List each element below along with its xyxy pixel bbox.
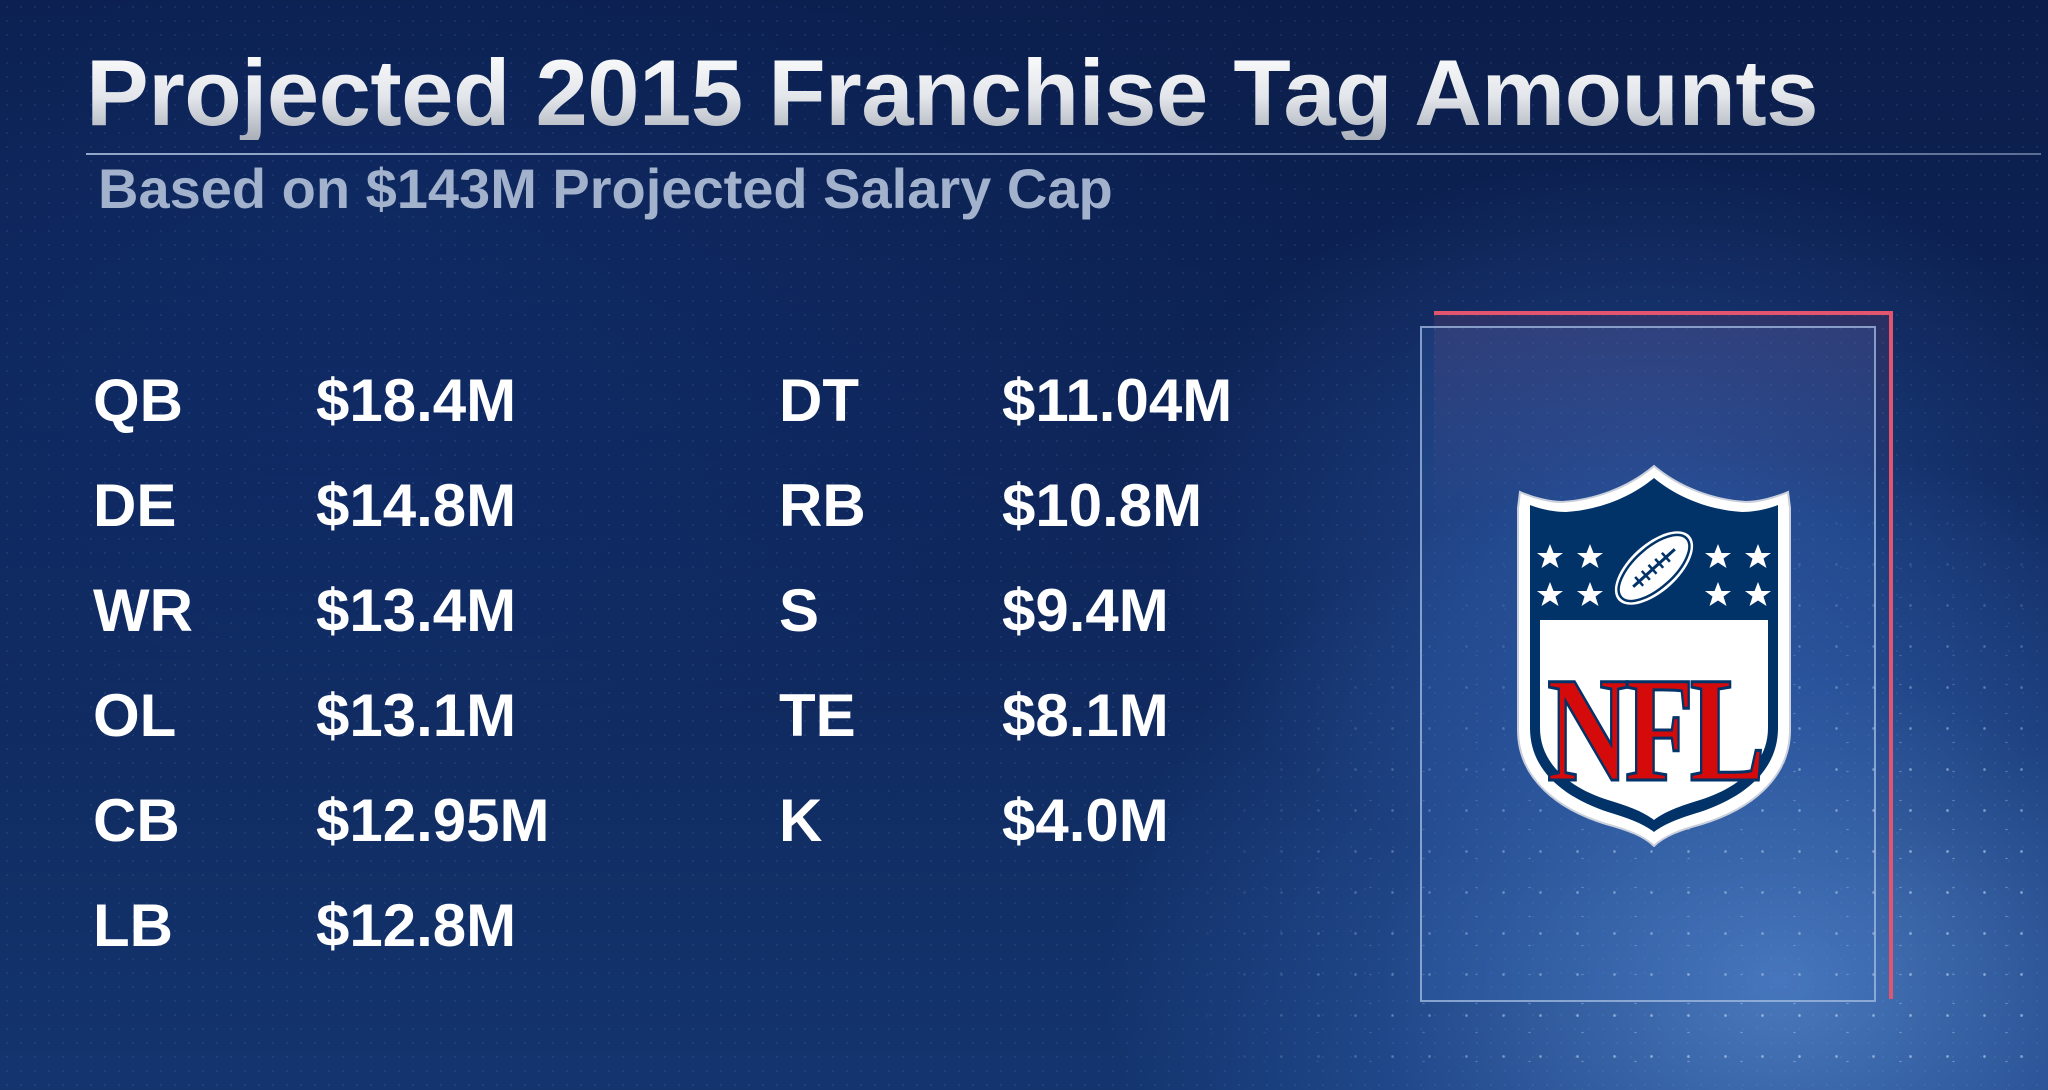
- tag-amount: $14.8M: [316, 472, 517, 539]
- tag-amount: $12.8M: [316, 892, 517, 959]
- position-label: K: [779, 787, 823, 854]
- svg-text:NFL: NFL: [1547, 647, 1761, 813]
- position-label: DT: [779, 367, 859, 434]
- tag-amount: $13.1M: [316, 682, 517, 749]
- tag-amount: $12.95M: [316, 787, 550, 854]
- title-divider: [86, 153, 2041, 155]
- nfl-shield-logo-icon: NFL: [1517, 464, 1791, 847]
- position-label: S: [779, 577, 820, 644]
- position-label: QB: [93, 367, 183, 434]
- tag-amount: $8.1M: [1002, 682, 1169, 749]
- tag-amount: $10.8M: [1002, 472, 1203, 539]
- page-subtitle: Based on $143M Projected Salary Cap: [98, 157, 1113, 220]
- tag-amount: $4.0M: [1002, 787, 1169, 854]
- position-label: RB: [779, 472, 866, 539]
- tag-amount: $13.4M: [316, 577, 517, 644]
- position-label: CB: [93, 787, 180, 854]
- position-label: TE: [779, 682, 856, 749]
- tag-amount: $11.04M: [1002, 367, 1233, 434]
- page-title: Projected 2015 Franchise Tag Amounts: [86, 40, 1818, 145]
- tag-amount: $18.4M: [316, 367, 517, 434]
- position-label: OL: [93, 682, 177, 749]
- position-label: DE: [93, 472, 177, 539]
- position-label: WR: [93, 577, 193, 644]
- position-label: LB: [93, 892, 173, 959]
- tag-amount: $9.4M: [1002, 577, 1169, 644]
